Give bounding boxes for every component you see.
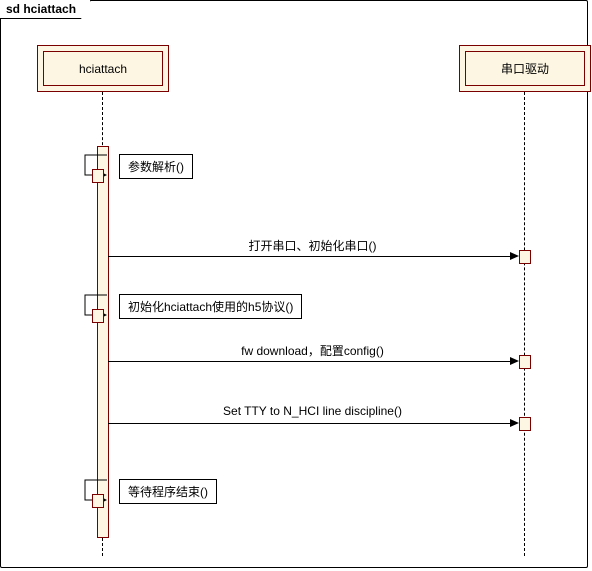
lifeline-box-left: hciattach: [37, 45, 169, 92]
message-5-line: [108, 423, 517, 424]
activation-self-1: [92, 169, 104, 183]
activation-right-4: [519, 355, 531, 369]
self-message-6-label: 等待程序结束(): [119, 479, 217, 504]
message-2-label: 打开串口、初始化串口(): [108, 237, 517, 254]
sequence-diagram-frame: sd hciattach hciattach 串口驱动 参数解析() 打开串口、…: [0, 0, 588, 568]
frame-title-tab: sd hciattach: [0, 0, 91, 19]
lifeline-box-right: 串口驱动: [459, 45, 591, 92]
activation-self-3: [92, 309, 104, 323]
self-message-1-label: 参数解析(): [119, 154, 193, 179]
message-2-line: [108, 256, 517, 257]
message-4-label: fw download，配置config(): [108, 342, 517, 359]
activation-right-5: [519, 417, 531, 431]
lifeline-label-left: hciattach: [79, 62, 127, 76]
lifeline-right: [524, 92, 525, 556]
activation-right-2: [519, 250, 531, 264]
message-4-line: [108, 361, 517, 362]
frame-title: sd hciattach: [6, 2, 76, 16]
lifeline-label-right: 串口驱动: [501, 60, 549, 77]
activation-self-6: [92, 494, 104, 508]
message-5-arrow: [510, 419, 519, 427]
message-5-label: Set TTY to N_HCI line discipline(): [108, 404, 517, 418]
self-message-3-label: 初始化hciattach使用的h5协议(): [119, 294, 302, 319]
